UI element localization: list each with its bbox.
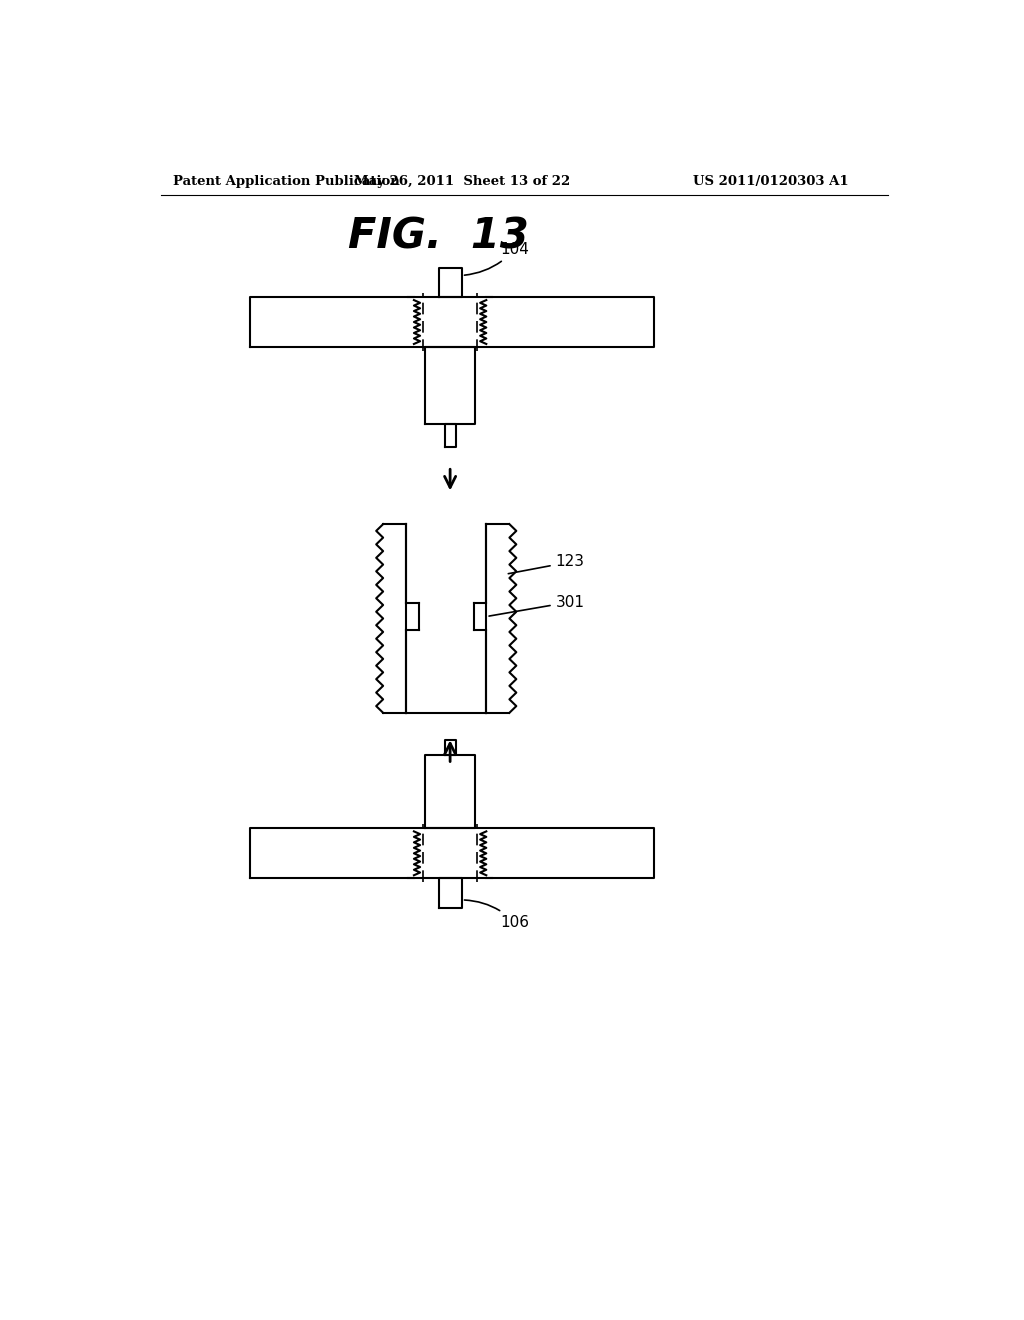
Text: Patent Application Publication: Patent Application Publication: [173, 176, 399, 187]
Text: 106: 106: [465, 900, 529, 929]
Text: 123: 123: [508, 554, 585, 574]
Text: FIG.  13: FIG. 13: [348, 216, 529, 257]
Text: May 26, 2011  Sheet 13 of 22: May 26, 2011 Sheet 13 of 22: [353, 176, 569, 187]
Text: 104: 104: [465, 242, 529, 275]
Text: 301: 301: [489, 594, 585, 616]
Text: US 2011/0120303 A1: US 2011/0120303 A1: [692, 176, 848, 187]
